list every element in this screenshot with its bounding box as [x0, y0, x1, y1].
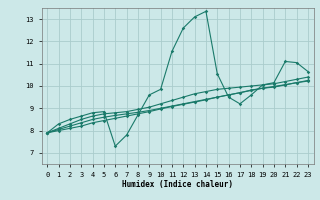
X-axis label: Humidex (Indice chaleur): Humidex (Indice chaleur)	[122, 180, 233, 189]
